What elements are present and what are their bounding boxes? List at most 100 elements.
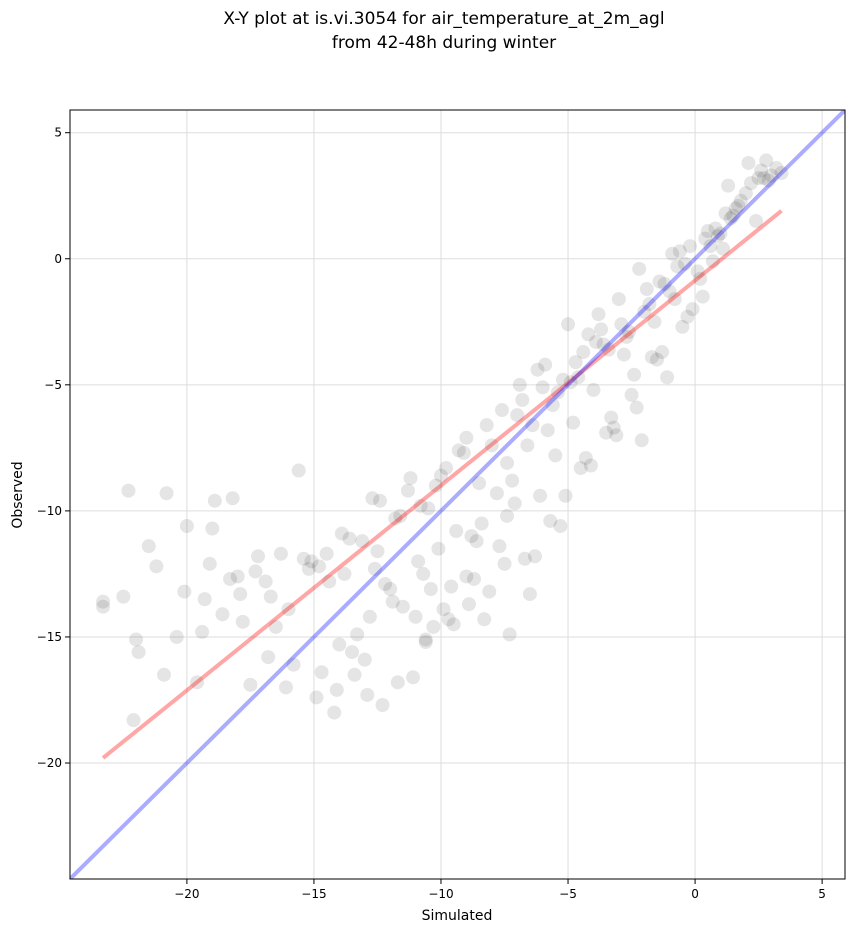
scatter-point — [273, 546, 288, 561]
y-tick-label: −5 — [44, 378, 62, 392]
scatter-point — [484, 438, 499, 453]
scatter-point — [637, 304, 652, 319]
scatter-point — [708, 221, 723, 236]
x-tick-label: −10 — [428, 887, 453, 901]
scatter-point — [96, 599, 111, 614]
scatter-point — [291, 463, 306, 478]
scatter-point — [632, 261, 647, 276]
scatter-point — [370, 544, 385, 559]
scatter-point — [769, 160, 784, 175]
scatter-point — [647, 314, 662, 329]
scatter-point — [601, 342, 616, 357]
scatter-point — [408, 609, 423, 624]
scatter-point — [500, 455, 515, 470]
y-tick-label: −15 — [37, 630, 62, 644]
scatter-point — [538, 357, 553, 372]
scatter-point — [774, 166, 789, 181]
scatter-point — [581, 327, 596, 342]
scatter-point — [622, 324, 637, 339]
grid — [70, 110, 845, 879]
identity-line — [70, 110, 845, 879]
scatter-point — [337, 566, 352, 581]
scatter-point — [357, 652, 372, 667]
x-tick-label: −20 — [174, 887, 199, 901]
scatter-point — [197, 592, 212, 607]
scatter-point — [406, 670, 421, 685]
scatter-point — [606, 420, 621, 435]
scatter-point — [540, 423, 555, 438]
scatter-point — [761, 173, 776, 188]
scatter-point — [456, 445, 471, 460]
scatter-point — [157, 667, 172, 682]
scatter-point — [263, 589, 278, 604]
scatter-point — [223, 571, 238, 586]
scatter-point — [738, 186, 753, 201]
scatter-point — [296, 551, 311, 566]
y-tick-label: −20 — [37, 756, 62, 770]
scatter-point — [693, 271, 708, 286]
scatter-point — [505, 473, 520, 488]
scatter-point — [634, 433, 649, 448]
scatter-point — [591, 307, 606, 322]
scatter-point — [695, 289, 710, 304]
scatter-point — [512, 377, 527, 392]
scatter-point — [477, 612, 492, 627]
scatter-point — [494, 403, 509, 418]
scatter-point — [566, 415, 581, 430]
scatter-point — [388, 511, 403, 526]
scatter-point — [619, 329, 634, 344]
scatter-point — [535, 380, 550, 395]
scatter-point — [754, 163, 769, 178]
scatter-point — [710, 229, 725, 244]
scatter-point — [149, 559, 164, 574]
scatter-point — [749, 213, 764, 228]
scatter-point — [723, 211, 738, 226]
scatter-point — [383, 582, 398, 597]
scatter-point — [675, 319, 690, 334]
scatter-point — [314, 665, 329, 680]
scatter-point — [731, 198, 746, 213]
scatter-point — [268, 619, 283, 634]
scatter-point — [312, 559, 327, 574]
scatter-point — [126, 713, 141, 728]
scatter-point — [510, 408, 525, 423]
scatter-point — [599, 425, 614, 440]
scatter-point — [522, 587, 537, 602]
scatter-point — [319, 546, 334, 561]
scatter-point — [360, 687, 375, 702]
x-tick-label: −15 — [301, 887, 326, 901]
scatter-point — [96, 594, 111, 609]
scatter-point — [728, 201, 743, 216]
scatter-point — [395, 599, 410, 614]
scatter-point — [500, 508, 515, 523]
scatter-point — [464, 529, 479, 544]
scatter-point — [355, 534, 370, 549]
scatter-point — [652, 274, 667, 289]
scatter-point — [698, 231, 713, 246]
scatter-point — [469, 534, 484, 549]
scatter-point — [482, 584, 497, 599]
scatter-point — [141, 539, 156, 554]
scatter-point — [670, 259, 685, 274]
scatter-point — [202, 556, 217, 571]
scatter-point — [665, 246, 680, 261]
scatter-point — [733, 193, 748, 208]
scatter-point — [418, 632, 433, 647]
scatter-point — [515, 392, 530, 407]
scatter-point — [756, 171, 771, 186]
scatter-point — [548, 448, 563, 463]
scatter-point — [169, 629, 184, 644]
scatter-point — [423, 582, 438, 597]
x-tick-label: −5 — [559, 887, 577, 901]
scatter-point — [375, 698, 390, 713]
scatter-point — [680, 309, 695, 324]
scatter-point — [461, 597, 476, 612]
scatter-point — [588, 334, 603, 349]
scatter-point — [131, 645, 146, 660]
scatter-point — [446, 617, 461, 632]
scatter-point — [690, 264, 705, 279]
scatter-point — [642, 297, 657, 312]
scatter-point — [332, 637, 347, 652]
scatter-point — [235, 614, 250, 629]
scatter-point — [502, 627, 517, 642]
